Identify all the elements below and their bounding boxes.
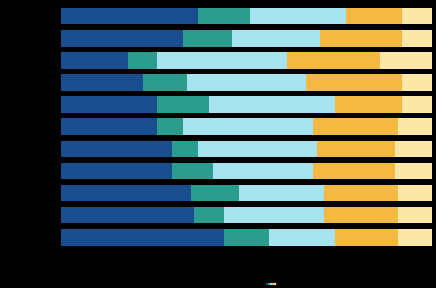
Bar xyxy=(172,141,198,157)
Bar xyxy=(399,229,432,246)
Bar xyxy=(395,141,432,157)
Bar xyxy=(61,185,191,201)
Bar xyxy=(157,96,209,113)
Bar xyxy=(313,163,395,179)
Bar xyxy=(61,163,172,179)
Bar xyxy=(224,229,269,246)
Bar xyxy=(324,185,399,201)
Bar xyxy=(335,96,402,113)
Bar xyxy=(320,30,402,47)
Bar xyxy=(402,74,432,91)
Bar xyxy=(61,207,194,223)
Bar xyxy=(402,96,432,113)
Bar xyxy=(183,30,232,47)
Bar xyxy=(183,118,313,135)
Bar xyxy=(324,207,399,223)
Bar xyxy=(232,30,320,47)
Bar xyxy=(61,52,128,69)
Bar xyxy=(198,8,250,24)
Bar xyxy=(399,185,432,201)
Bar xyxy=(209,96,335,113)
Bar xyxy=(306,74,402,91)
Bar xyxy=(402,30,432,47)
Bar xyxy=(191,185,239,201)
Bar xyxy=(61,118,157,135)
Bar xyxy=(287,52,380,69)
Bar xyxy=(61,8,198,24)
Bar xyxy=(239,185,324,201)
Bar xyxy=(317,141,395,157)
Bar xyxy=(335,229,399,246)
Bar xyxy=(380,52,432,69)
Bar xyxy=(61,30,183,47)
Bar xyxy=(269,229,335,246)
Bar xyxy=(187,74,306,91)
Bar xyxy=(61,229,224,246)
Bar xyxy=(313,118,399,135)
Bar xyxy=(61,96,157,113)
Bar xyxy=(128,52,157,69)
Bar xyxy=(194,207,224,223)
Bar xyxy=(61,74,143,91)
Bar xyxy=(399,207,432,223)
Bar xyxy=(399,118,432,135)
Bar xyxy=(157,52,287,69)
Bar xyxy=(61,141,172,157)
Bar xyxy=(213,163,313,179)
Bar xyxy=(172,163,213,179)
Bar xyxy=(346,8,402,24)
Bar xyxy=(402,8,432,24)
Bar xyxy=(157,118,183,135)
Bar xyxy=(395,163,432,179)
Bar xyxy=(250,8,346,24)
Bar xyxy=(198,141,317,157)
Bar xyxy=(143,74,187,91)
Legend: , , , , : , , , , xyxy=(265,282,276,285)
Bar xyxy=(224,207,324,223)
